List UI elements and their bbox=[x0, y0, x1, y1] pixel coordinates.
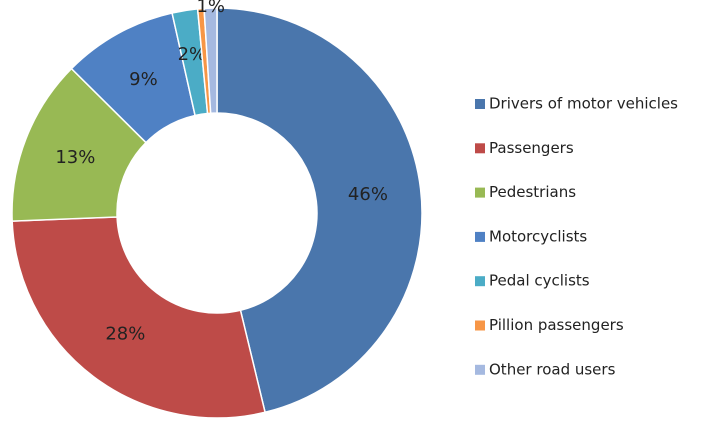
data-label: 28% bbox=[105, 323, 145, 344]
donut-slice bbox=[11, 67, 148, 222]
legend-label: Drivers of motor vehicles bbox=[489, 95, 678, 113]
legend-label: Pedestrians bbox=[489, 183, 576, 201]
legend-label: Other road users bbox=[489, 360, 616, 378]
data-label: 13% bbox=[55, 147, 95, 168]
donut-slice bbox=[203, 7, 218, 114]
legend-swatch bbox=[475, 364, 485, 375]
data-label: 2% bbox=[178, 44, 207, 65]
legend-swatch bbox=[475, 276, 485, 287]
legend-swatch bbox=[475, 143, 485, 154]
legend-label: Motorcyclists bbox=[489, 227, 587, 245]
legend-label: Pillion passengers bbox=[489, 316, 624, 334]
legend-swatch bbox=[475, 99, 485, 109]
legend-label: Passengers bbox=[489, 139, 574, 157]
data-label: 1% bbox=[196, 0, 225, 17]
data-label: 9% bbox=[129, 69, 158, 90]
legend-swatch bbox=[475, 187, 485, 198]
legend-swatch bbox=[475, 320, 485, 331]
donut-slice bbox=[11, 216, 266, 419]
legend-swatch bbox=[475, 231, 485, 242]
legend-label: Pedal cyclists bbox=[489, 272, 590, 290]
donut-slice bbox=[216, 7, 423, 414]
data-label: 46% bbox=[348, 184, 388, 205]
